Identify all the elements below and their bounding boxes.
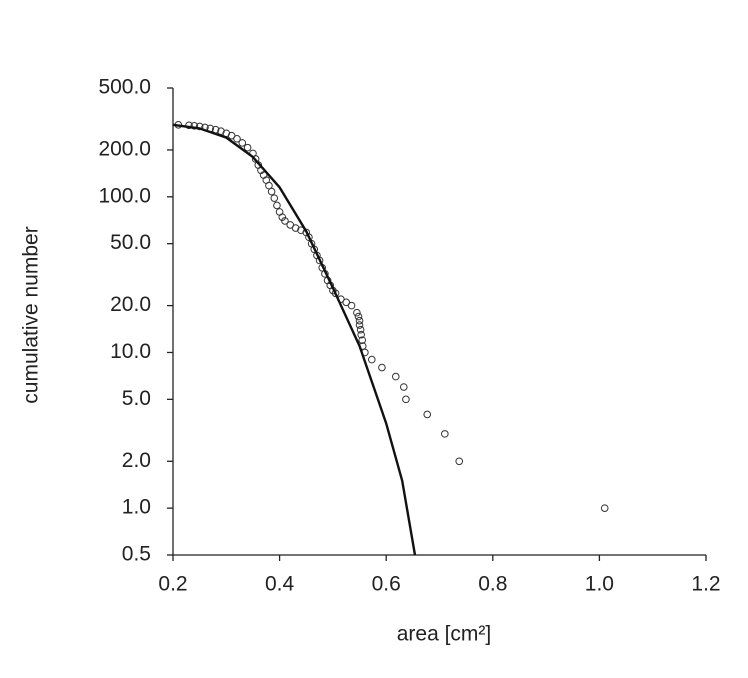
- data-point: [391, 372, 400, 381]
- y-tick-label: 20.0: [110, 293, 151, 316]
- data-point: [273, 201, 281, 210]
- y-tick-label: 500.0: [98, 76, 151, 99]
- y-tick-label: 5.0: [122, 387, 151, 410]
- x-tick-label: 1.2: [691, 573, 720, 596]
- y-tick-label: 50.0: [110, 231, 151, 254]
- y-tick-label: 1.0: [122, 496, 151, 519]
- y-tick-label: 10.0: [110, 340, 151, 363]
- data-point: [423, 410, 432, 419]
- data-point: [217, 127, 225, 135]
- data-point: [195, 122, 204, 131]
- data-point: [368, 355, 376, 364]
- x-tick-label: 1.0: [585, 573, 614, 596]
- data-point: [251, 155, 260, 163]
- data-point: [278, 213, 287, 221]
- data-point: [355, 316, 364, 325]
- x-tick-label: 0.4: [265, 573, 295, 596]
- data-point: [358, 336, 367, 344]
- y-tick-label: 100.0: [98, 184, 151, 207]
- data-point: [238, 139, 247, 147]
- x-axis-label: area [cm²]: [397, 623, 492, 646]
- data-point: [356, 325, 365, 334]
- data-point: [354, 312, 363, 321]
- x-tick-label: 0.8: [478, 573, 507, 596]
- data-point: [353, 308, 361, 317]
- data-point: [185, 121, 193, 130]
- data-point: [441, 430, 449, 438]
- y-tick-label: 2.0: [122, 449, 151, 472]
- data-point: [342, 298, 351, 307]
- data-point: [331, 289, 340, 298]
- data-point: [347, 301, 356, 310]
- data-point: [270, 194, 279, 202]
- fit-line: [172, 123, 417, 556]
- data-point: [355, 321, 364, 329]
- data-point: [399, 383, 408, 391]
- data-point: [267, 187, 276, 196]
- data-point: [455, 457, 464, 466]
- data-point: [305, 233, 313, 242]
- data-point: [281, 217, 289, 225]
- data-point: [357, 330, 365, 339]
- data-point: [402, 395, 410, 404]
- data-point: [190, 121, 199, 130]
- x-tick-label: 0.6: [372, 573, 401, 596]
- data-point: [378, 363, 386, 372]
- y-tick-label: 200.0: [98, 137, 151, 160]
- data-point: [233, 134, 241, 143]
- y-tick-label: 0.5: [122, 543, 151, 566]
- x-tick-label: 0.2: [158, 573, 187, 596]
- data-point: [600, 504, 609, 512]
- y-axis-label: cumulative number: [20, 226, 43, 403]
- data-point: [243, 143, 252, 152]
